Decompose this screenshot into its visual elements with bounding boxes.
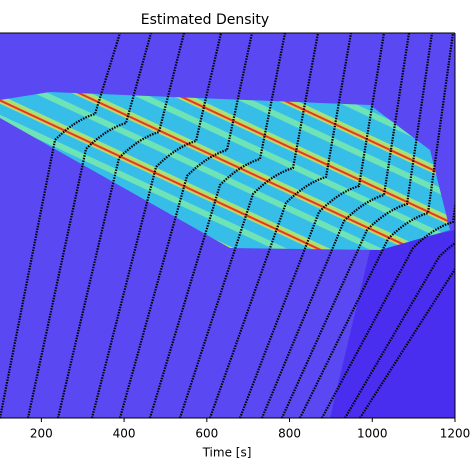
trajectory (260, 33, 411, 418)
plot-area (0, 33, 455, 418)
trajectory (299, 33, 455, 418)
x-tick-label: 400 (113, 427, 136, 441)
trajectory (26, 33, 153, 418)
density-band (0, 92, 450, 250)
x-tick-label: 200 (30, 427, 53, 441)
trajectory (344, 241, 455, 418)
trajectory (280, 33, 434, 418)
trajectories (0, 33, 455, 418)
trajectory (118, 33, 254, 418)
x-axis-label: Time [s] (202, 446, 252, 460)
x-tick-label: 600 (195, 427, 218, 441)
trajectory (148, 33, 287, 418)
chart-title: Estimated Density (141, 12, 269, 28)
trajectory (56, 33, 186, 418)
trajectory (321, 198, 455, 418)
trajectory (208, 33, 353, 418)
x-tick-label: 800 (278, 427, 301, 441)
density-low (330, 230, 455, 418)
trajectory (90, 33, 223, 418)
x-tick-label: 1000 (357, 427, 388, 441)
x-tick-label: 1200 (440, 427, 471, 441)
trajectory (238, 33, 386, 418)
trajectory (178, 33, 320, 418)
